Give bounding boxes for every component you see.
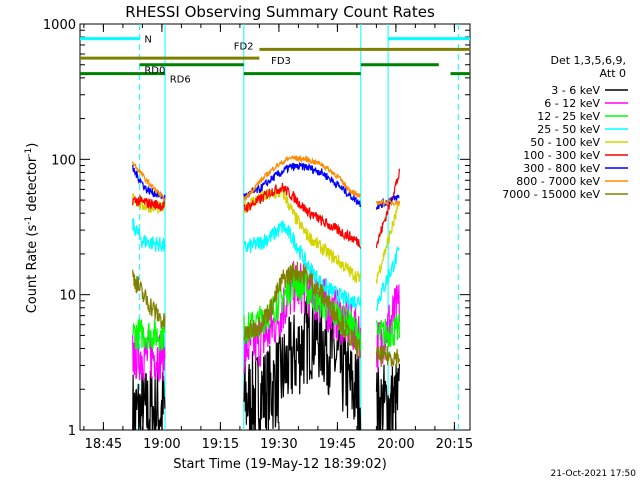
legend-label: 800 - 7000 keV [516, 175, 600, 188]
plot-frame [79, 23, 471, 431]
x-tick-label: 19:45 [319, 437, 356, 452]
x-tick-label: 19:00 [143, 437, 180, 452]
legend-label: 7000 - 15000 keV [502, 188, 600, 201]
series-line [132, 155, 400, 208]
state-label-fd3: FD3 [271, 56, 291, 67]
legend-header: Det 1,3,5,6,9, [550, 54, 626, 67]
x-tick-label: 20:00 [377, 437, 414, 452]
y-axis-label-close: ) [25, 143, 40, 148]
x-tick-label: 19:30 [260, 437, 297, 452]
y-tick-label: 1000 [43, 18, 76, 33]
y-axis-label-sup1: -1 [24, 216, 34, 225]
legend-label: 300 - 800 keV [523, 162, 600, 175]
y-axis-label: Count Rate (s-1 detector-1) [24, 143, 40, 314]
legend-label: 50 - 100 keV [530, 136, 600, 149]
series-line [132, 161, 400, 210]
legend-label: 25 - 50 keV [537, 123, 600, 136]
series-line [132, 285, 400, 432]
y-axis-label-sup2: -1 [24, 148, 34, 157]
state-label-rd6: RD6 [170, 75, 191, 86]
legend-label: 12 - 25 keV [537, 110, 600, 123]
x-axis-label: Start Time (19-May-12 18:39:02) [173, 457, 387, 472]
legend-label: 3 - 6 keV [551, 84, 600, 97]
y-axis-label-tail: detector [25, 156, 40, 216]
plot-area: 1 10 100 1000 18:45 19:00 19:15 19:30 19:45 20:00… [43, 18, 473, 452]
series-line [132, 168, 400, 249]
series-line [132, 218, 400, 311]
y-tick-label: 100 [51, 153, 76, 168]
y-tick-label: 1 [68, 424, 76, 439]
legend-label: 6 - 12 keV [544, 97, 600, 110]
x-tick-label: 18:45 [85, 437, 122, 452]
state-label-fd2: FD2 [234, 41, 254, 52]
y-axis-label-main: Count Rate (s [25, 225, 40, 314]
x-tick-label: 20:15 [436, 437, 473, 452]
legend-header: Att 0 [600, 67, 626, 80]
state-label-rd0: RD0 [144, 66, 165, 77]
chart-title: RHESSI Observing Summary Count Rates [125, 3, 435, 21]
y-tick-label: 10 [59, 289, 76, 304]
x-tick-label: 19:15 [202, 437, 239, 452]
footer-date: 21-Oct-2021 17:50 [551, 469, 637, 479]
legend-label: 100 - 300 keV [523, 149, 600, 162]
series-line [132, 261, 400, 368]
state-label-n: N [144, 35, 151, 46]
